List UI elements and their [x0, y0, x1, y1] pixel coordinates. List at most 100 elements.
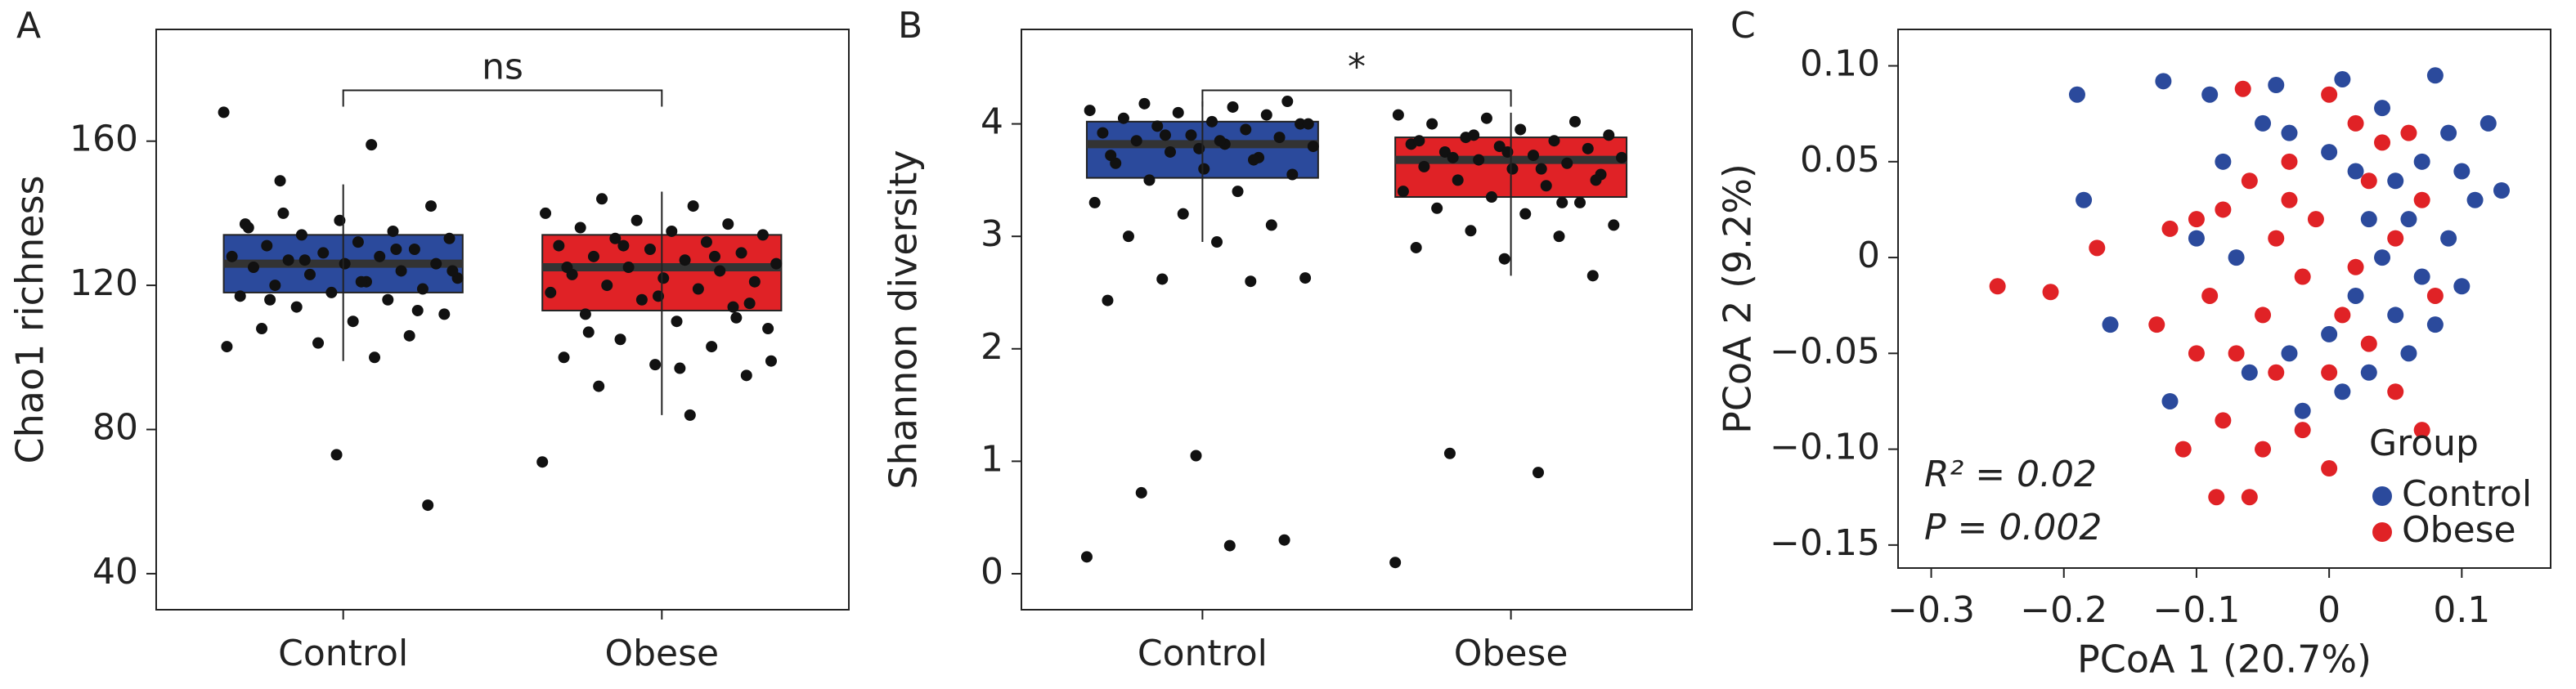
point: [2360, 211, 2377, 228]
point: [1281, 96, 1294, 108]
point: [727, 301, 739, 313]
point: [2294, 268, 2311, 285]
point: [1138, 97, 1151, 110]
point: [679, 254, 691, 266]
point: [1498, 253, 1510, 265]
point: [2387, 306, 2404, 324]
point: [347, 315, 359, 328]
point: [282, 254, 294, 266]
point: [2255, 114, 2272, 132]
x-tick-label: 0: [2318, 589, 2340, 631]
point: [1586, 270, 1599, 282]
point: [1519, 208, 1532, 220]
point: [1232, 186, 1244, 198]
point: [2426, 316, 2444, 333]
point: [593, 380, 605, 392]
x-axis-label: PCoA 1 (20.7%): [2077, 638, 2372, 682]
point: [2188, 345, 2205, 362]
point: [1211, 236, 1223, 248]
point: [2321, 86, 2338, 103]
point: [2241, 489, 2258, 506]
point: [649, 359, 662, 371]
point: [2400, 211, 2417, 228]
point: [2321, 460, 2338, 477]
point: [277, 207, 289, 219]
point: [2068, 86, 2085, 103]
point: [2281, 124, 2298, 141]
point: [1473, 154, 1485, 166]
point: [443, 232, 456, 244]
point: [1240, 123, 1252, 136]
y-tick-label: 0.05: [1800, 139, 1880, 181]
point: [369, 351, 381, 364]
point: [374, 250, 386, 262]
point: [1989, 278, 2006, 295]
point: [2161, 220, 2179, 237]
point: [743, 298, 756, 310]
point: [2334, 383, 2351, 400]
point: [242, 221, 254, 234]
point: [2201, 287, 2219, 304]
point: [540, 207, 552, 219]
legend-marker: [2372, 486, 2392, 506]
point: [1080, 551, 1093, 563]
point: [269, 280, 281, 292]
point: [1172, 106, 1184, 119]
point: [1156, 273, 1169, 285]
point: [2387, 383, 2404, 400]
point: [290, 301, 303, 313]
y-tick-label: −0.05: [1770, 330, 1880, 372]
point: [2413, 268, 2430, 285]
point: [438, 308, 451, 320]
point: [422, 499, 434, 512]
point: [218, 106, 230, 119]
point: [2215, 412, 2232, 429]
point: [2347, 287, 2364, 304]
point: [2294, 402, 2311, 419]
point: [545, 286, 557, 298]
point: [671, 315, 683, 328]
point: [587, 250, 599, 262]
point: [684, 409, 696, 421]
point: [596, 193, 608, 205]
y-tick-label: 0: [1857, 235, 1880, 276]
point: [411, 304, 424, 316]
plot-frame: [1021, 29, 1693, 611]
significance-bracket: [342, 89, 663, 107]
point: [2387, 172, 2404, 190]
point: [1392, 109, 1404, 121]
point: [2208, 489, 2225, 506]
point: [1198, 163, 1210, 175]
point: [722, 218, 734, 230]
y-tick-label: 0.10: [1800, 43, 1880, 85]
point: [1535, 163, 1547, 175]
point: [1223, 539, 1236, 552]
point: [1540, 180, 1552, 192]
point: [2174, 441, 2192, 458]
y-tick-label: −0.10: [1770, 427, 1880, 468]
y-tick-label: 1: [981, 438, 1003, 480]
point: [1438, 145, 1451, 158]
point: [1307, 141, 1319, 153]
point: [666, 225, 678, 237]
point: [1465, 225, 1477, 237]
plot-frame: [155, 29, 850, 611]
x-tick-label: Control: [278, 633, 408, 674]
point: [762, 323, 774, 335]
point: [2294, 422, 2311, 439]
point: [355, 275, 367, 288]
point: [2161, 392, 2179, 409]
annotation: R² = 0.02: [1924, 454, 2097, 495]
point: [1582, 142, 1594, 154]
point: [1088, 196, 1101, 208]
y-tick-label: 0: [981, 551, 1003, 593]
point: [1302, 118, 1314, 130]
point: [1185, 129, 1197, 141]
point: [558, 351, 570, 364]
point: [582, 326, 595, 338]
point: [447, 265, 459, 277]
point: [2347, 114, 2364, 132]
point: [1527, 150, 1539, 162]
y-axis-label: Shannon diversity: [882, 150, 926, 489]
